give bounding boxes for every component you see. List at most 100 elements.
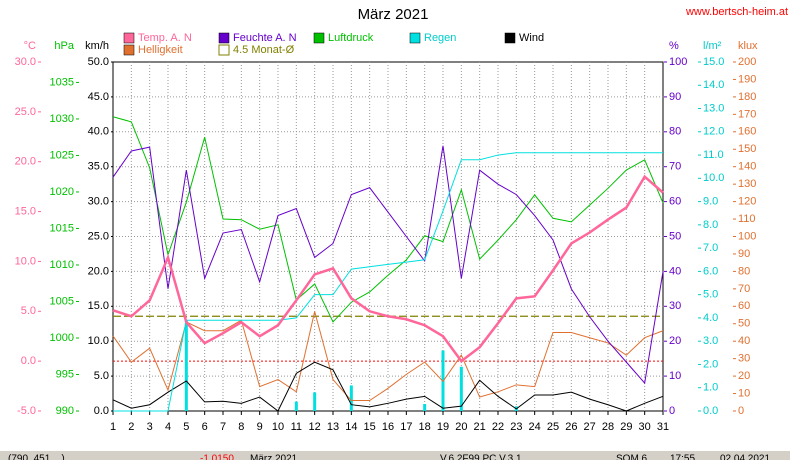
y-tick-label: 1035: [50, 76, 74, 88]
y-tick-label: 995: [56, 368, 74, 380]
status-text: (790, 451 ...): [8, 454, 65, 460]
y-tick-label: 70: [738, 283, 750, 295]
y-tick-label: 5.0: [703, 289, 718, 301]
y-tick-label: 6.0: [703, 265, 718, 277]
y-tick-label: 180: [738, 91, 756, 103]
y-tick-label: 0.0: [21, 355, 36, 367]
y-tick-label: 5.0: [21, 305, 36, 317]
y-tick-label: 4.0: [703, 312, 718, 324]
rain-bar: [313, 392, 317, 411]
y-tick-label: 5.0: [94, 370, 109, 382]
y-tick-label: 50: [669, 230, 681, 242]
y-tick-label: 10.0: [703, 172, 724, 184]
x-tick-label: 6: [202, 421, 208, 433]
y-tick-label: 7.0: [703, 242, 718, 254]
legend-label: Feuchte A. N: [233, 32, 297, 44]
chart-title: März 2021: [358, 6, 429, 23]
y-tick-label: 90: [738, 248, 750, 260]
x-tick-label: 19: [437, 421, 449, 433]
y-tick-label: 13.0: [703, 102, 724, 114]
x-tick-label: 29: [620, 421, 632, 433]
y-tick-label: 1020: [50, 186, 74, 198]
axis-unit: klux: [738, 40, 758, 52]
y-tick-label: 20.0: [88, 265, 109, 277]
status-text: -1.0150: [200, 454, 234, 460]
series-line: [112, 145, 664, 385]
x-tick-label: 16: [382, 421, 394, 433]
legend-label: Helligkeit: [138, 44, 183, 56]
y-tick-label: 0.0: [94, 405, 109, 417]
legend-label: Regen: [424, 32, 456, 44]
axis-unit: hPa: [54, 40, 74, 52]
status-text: SOM 6: [616, 454, 648, 460]
legend-swatch: [218, 32, 230, 44]
rain-bar: [423, 404, 427, 411]
y-tick-label: 1000: [50, 332, 74, 344]
legend-swatch: [123, 44, 135, 56]
x-tick-label: 18: [419, 421, 431, 433]
axis-unit: l/m²: [703, 40, 722, 52]
y-tick-label: 14.0: [703, 79, 724, 91]
x-tick-label: 2: [128, 421, 134, 433]
y-tick-label: 11.0: [703, 149, 724, 161]
y-tick-label: 10.0: [15, 255, 36, 267]
x-tick-label: 17: [400, 421, 412, 433]
y-tick-label: 30.0: [88, 196, 109, 208]
legend-swatch: [313, 32, 325, 44]
status-text: 02.04.2021: [720, 454, 770, 460]
y-tick-label: 3.0: [703, 335, 718, 347]
legend-swatch: [409, 32, 421, 44]
y-tick-label: 30.0: [15, 56, 36, 68]
legend-label: 4.5 Monat-Ø: [233, 44, 295, 56]
series-line: [112, 174, 664, 363]
y-tick-label: 30: [738, 353, 750, 365]
x-tick-label: 7: [220, 421, 226, 433]
y-tick-label: 9.0: [703, 196, 718, 208]
x-tick-label: 9: [257, 421, 263, 433]
x-tick-label: 3: [147, 421, 153, 433]
x-tick-label: 13: [327, 421, 339, 433]
x-tick-label: 14: [345, 421, 357, 433]
x-tick-label: 15: [364, 421, 376, 433]
x-tick-label: 22: [492, 421, 504, 433]
y-tick-label: 130: [738, 178, 756, 190]
x-tick-label: 24: [529, 421, 541, 433]
y-tick-label: 2.0: [703, 358, 718, 370]
y-tick-label: 40.0: [88, 126, 109, 138]
legend-label: Wind: [519, 32, 544, 44]
rain-bar: [349, 385, 353, 411]
y-tick-label: 45.0: [88, 91, 109, 103]
y-tick-label: 80: [669, 126, 681, 138]
y-tick-label: 990: [56, 405, 74, 417]
y-tick-label: 10: [669, 370, 681, 382]
source: www.bertsch-heim.at: [685, 6, 788, 18]
y-tick-label: 0.0: [703, 405, 718, 417]
y-tick-label: 15.0: [703, 56, 724, 68]
y-tick-label: 80: [738, 265, 750, 277]
x-tick-label: 5: [183, 421, 189, 433]
y-tick-label: 110: [738, 213, 756, 225]
y-tick-label: 100: [738, 230, 756, 242]
series-line: [113, 152, 663, 412]
legend-label: Temp. A. N: [138, 32, 192, 44]
series-line: [112, 311, 664, 402]
status-text: V.6.2F99 PC V.3.1: [440, 454, 522, 460]
y-tick-label: 1025: [50, 149, 74, 161]
y-tick-label: 1010: [50, 259, 74, 271]
axis-unit: %: [669, 40, 679, 52]
y-tick-label: 8.0: [703, 219, 718, 231]
rain-bar: [184, 320, 188, 411]
y-tick-label: 160: [738, 126, 756, 138]
x-tick-label: 10: [272, 421, 284, 433]
x-tick-label: 27: [584, 421, 596, 433]
y-tick-label: -5.0: [17, 405, 36, 417]
series-line: [112, 116, 664, 323]
legend-swatch: [504, 32, 516, 44]
y-tick-label: 1015: [50, 222, 74, 234]
y-tick-label: 70: [669, 161, 681, 173]
status-text: März 2021: [250, 454, 298, 460]
x-tick-label: 21: [474, 421, 486, 433]
x-tick-label: 25: [547, 421, 559, 433]
y-tick-label: 12.0: [703, 126, 724, 138]
